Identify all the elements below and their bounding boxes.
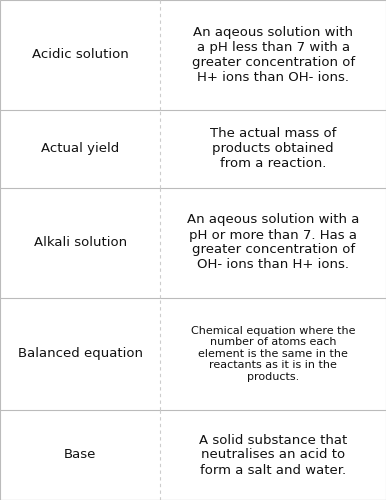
Text: Base: Base bbox=[64, 448, 96, 462]
Text: Chemical equation where the
number of atoms each
element is the same in the
reac: Chemical equation where the number of at… bbox=[191, 326, 356, 382]
Text: Actual yield: Actual yield bbox=[41, 142, 119, 155]
Text: Balanced equation: Balanced equation bbox=[18, 347, 142, 360]
Text: Alkali solution: Alkali solution bbox=[34, 236, 127, 249]
Text: Acidic solution: Acidic solution bbox=[32, 48, 129, 62]
Text: An aqeous solution with
a pH less than 7 with a
greater concentration of
H+ ions: An aqeous solution with a pH less than 7… bbox=[191, 26, 355, 84]
Text: The actual mass of
products obtained
from a reaction.: The actual mass of products obtained fro… bbox=[210, 127, 336, 170]
Text: An aqeous solution with a
pH or more than 7. Has a
greater concentration of
OH- : An aqeous solution with a pH or more tha… bbox=[187, 214, 359, 272]
Text: A solid substance that
neutralises an acid to
form a salt and water.: A solid substance that neutralises an ac… bbox=[199, 434, 347, 476]
